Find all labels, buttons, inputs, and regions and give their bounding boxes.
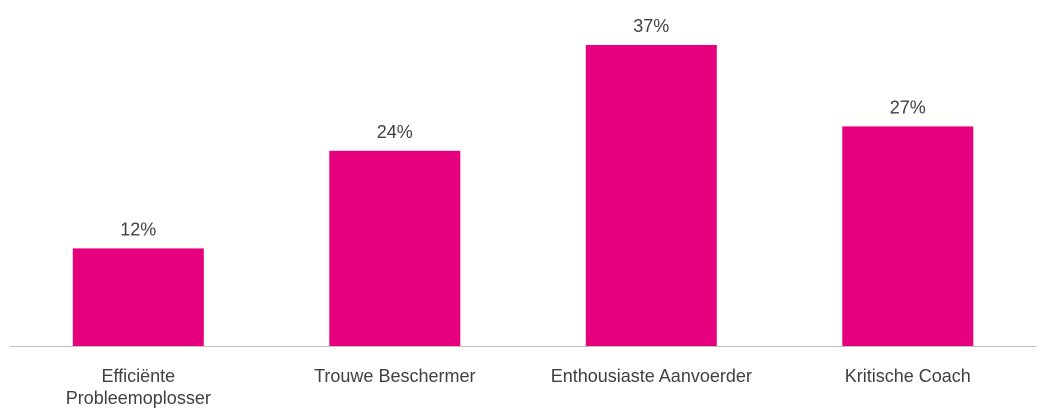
bar-1 <box>72 248 204 346</box>
bar-2 <box>329 150 461 346</box>
bars-group <box>72 45 974 347</box>
bar-4 <box>842 126 974 347</box>
category-label-1-line-1: Efficiënte <box>101 366 175 386</box>
value-labels-group: 12% 24% 37% 27% <box>120 16 926 239</box>
category-label-4: Kritische Coach <box>845 366 971 386</box>
category-label-1-line-2: Probleemoplosser <box>66 388 211 408</box>
category-label-2: Trouwe Beschermer <box>314 366 475 386</box>
bar-3 <box>585 45 717 346</box>
data-label-2: 24% <box>377 122 413 142</box>
category-label-3: Enthousiaste Aanvoerder <box>551 366 752 386</box>
data-label-4: 27% <box>890 97 926 117</box>
data-label-3: 37% <box>633 16 669 36</box>
data-label-1: 12% <box>120 219 156 239</box>
